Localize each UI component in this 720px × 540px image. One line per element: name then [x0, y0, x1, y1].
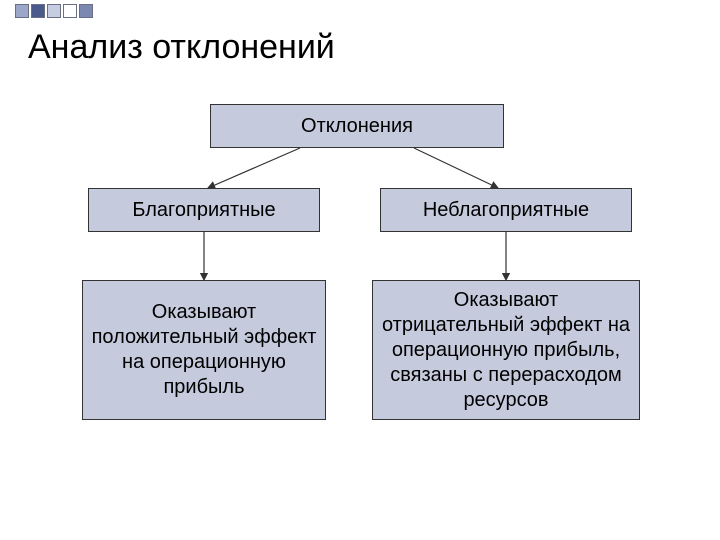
node-fav: Благоприятные	[88, 188, 320, 232]
node-root: Отклонения	[210, 104, 504, 148]
node-fav_d: Оказывают положительный эффект на операц…	[82, 280, 326, 420]
decor-square	[79, 4, 93, 18]
decor-square	[15, 4, 29, 18]
page-title: Анализ отклонений	[28, 28, 335, 67]
decor-square	[47, 4, 61, 18]
corner-decor	[15, 4, 95, 18]
decor-square	[63, 4, 77, 18]
connector-layer	[0, 0, 720, 540]
node-unfav: Неблагоприятные	[380, 188, 632, 232]
edge-root-unfav	[414, 148, 498, 188]
decor-square	[31, 4, 45, 18]
edge-root-fav	[208, 148, 300, 188]
node-unfav_d: Оказывают отрицательный эффект на операц…	[372, 280, 640, 420]
